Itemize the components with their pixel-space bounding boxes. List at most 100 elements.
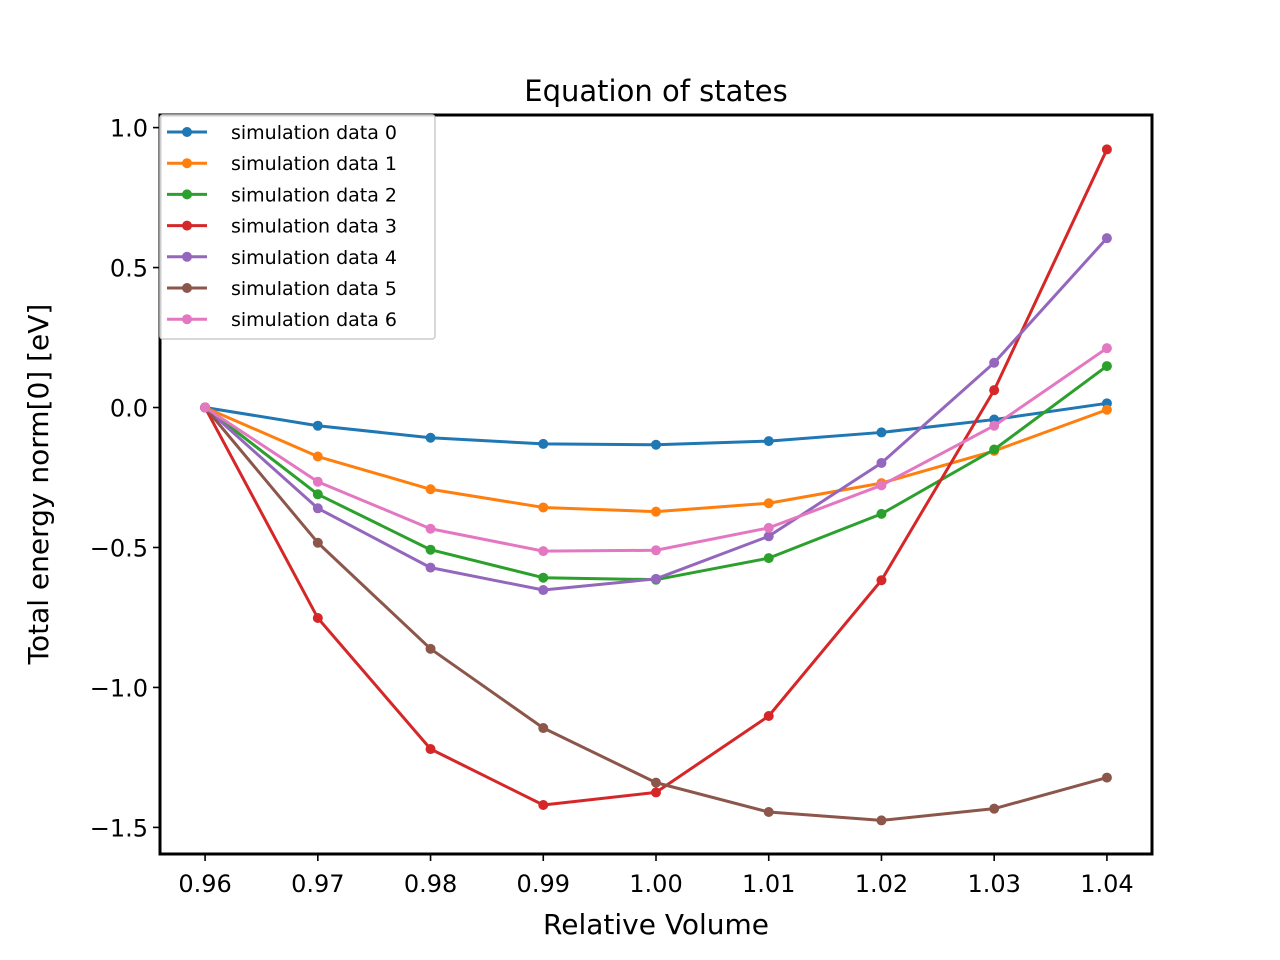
legend-label: simulation data 6 — [231, 309, 397, 331]
data-point — [425, 744, 436, 755]
data-point — [312, 503, 323, 514]
y-tick-label: −1.0 — [90, 674, 148, 702]
x-tick-label: 1.00 — [629, 870, 682, 898]
legend-marker — [182, 283, 192, 293]
x-tick-label: 0.96 — [178, 870, 231, 898]
data-point — [651, 777, 661, 788]
series-4 — [200, 233, 1112, 596]
data-point — [425, 523, 436, 534]
data-point — [763, 498, 774, 509]
legend-entry: simulation data 5 — [167, 278, 397, 300]
legend-label: simulation data 2 — [231, 184, 397, 206]
data-point — [876, 427, 887, 438]
x-tick-label: 1.03 — [967, 870, 1020, 898]
data-point — [763, 807, 774, 818]
data-point — [425, 432, 436, 443]
data-point — [763, 710, 774, 721]
data-point — [1101, 233, 1112, 244]
x-tick-label: 0.98 — [404, 870, 457, 898]
data-point — [876, 575, 887, 586]
data-point — [763, 436, 774, 447]
y-axis: 1.0 0.5 0.0 −0.5 −1.0 −1.5 — [90, 115, 160, 842]
data-point — [651, 506, 661, 517]
legend-marker — [182, 158, 192, 169]
y-tick-label: 0.0 — [110, 395, 148, 423]
data-point — [312, 420, 323, 431]
data-point — [876, 815, 887, 826]
data-point — [200, 402, 211, 413]
data-point — [312, 451, 323, 462]
legend-entry: simulation data 4 — [167, 247, 397, 269]
legend-label: simulation data 4 — [231, 247, 397, 269]
y-tick-label: −1.5 — [90, 814, 148, 842]
x-tick-label: 1.02 — [855, 870, 908, 898]
data-point — [312, 613, 323, 624]
x-tick-label: 0.99 — [517, 870, 570, 898]
data-point — [538, 572, 549, 583]
series-line — [203, 406, 1108, 822]
data-point — [538, 800, 549, 811]
legend-entry: simulation data 2 — [167, 184, 397, 206]
data-point — [651, 545, 661, 556]
data-point — [1101, 144, 1112, 155]
x-axis-label: Relative Volume — [543, 908, 769, 941]
legend-label: simulation data 0 — [231, 122, 397, 144]
data-point — [538, 438, 549, 449]
legend-marker — [182, 189, 192, 200]
data-point — [989, 385, 1000, 396]
data-point — [763, 522, 774, 533]
legend-marker — [182, 127, 192, 137]
data-point — [651, 439, 661, 450]
data-point — [425, 562, 436, 573]
data-point — [989, 444, 1000, 455]
x-tick-label: 0.97 — [291, 870, 344, 898]
data-point — [1101, 404, 1112, 415]
series-6 — [200, 343, 1112, 557]
legend-label: simulation data 5 — [231, 278, 397, 300]
chart-title: Equation of states — [524, 74, 787, 108]
series-5 — [200, 402, 1112, 826]
data-point — [1101, 361, 1112, 372]
data-point — [425, 484, 436, 495]
data-point — [312, 537, 323, 548]
legend-entry: simulation data 6 — [167, 309, 397, 331]
data-point — [989, 357, 1000, 368]
data-point — [538, 585, 549, 596]
data-point — [312, 489, 323, 500]
y-tick-label: 1.0 — [110, 115, 148, 143]
data-point — [538, 546, 549, 557]
legend-marker — [182, 251, 192, 262]
data-point — [538, 502, 549, 513]
legend: simulation data 0 simulation data 1 simula… — [159, 114, 436, 340]
x-tick-label: 1.04 — [1080, 870, 1133, 898]
data-point — [651, 787, 661, 798]
data-point — [651, 573, 661, 584]
x-tick-label: 1.01 — [742, 870, 795, 898]
y-axis-label: Total energy norm[0] [eV] — [22, 304, 55, 666]
legend-box — [159, 114, 436, 340]
legend-label: simulation data 1 — [231, 153, 397, 175]
y-tick-label: −0.5 — [90, 534, 148, 562]
data-point — [425, 544, 436, 555]
data-point — [876, 480, 887, 491]
legend-label: simulation data 3 — [231, 216, 397, 238]
data-point — [312, 476, 323, 487]
data-point — [989, 420, 1000, 431]
legend-marker — [182, 314, 192, 325]
data-point — [989, 803, 1000, 814]
data-point — [538, 723, 549, 734]
legend-entry: simulation data 3 — [167, 216, 397, 238]
data-point — [763, 531, 774, 542]
legend-entry: simulation data 0 — [167, 122, 397, 144]
data-point — [425, 643, 436, 654]
data-point — [1101, 772, 1112, 783]
legend-entry: simulation data 1 — [167, 153, 397, 175]
y-tick-label: 0.5 — [110, 255, 148, 283]
data-point — [876, 457, 887, 468]
data-point — [763, 553, 774, 564]
legend-marker — [182, 220, 192, 231]
x-axis: 0.96 0.97 0.98 0.99 1.00 1.01 1.02 1.03 1.04 — [178, 854, 1134, 898]
data-point — [876, 508, 887, 519]
data-point — [1101, 343, 1112, 354]
